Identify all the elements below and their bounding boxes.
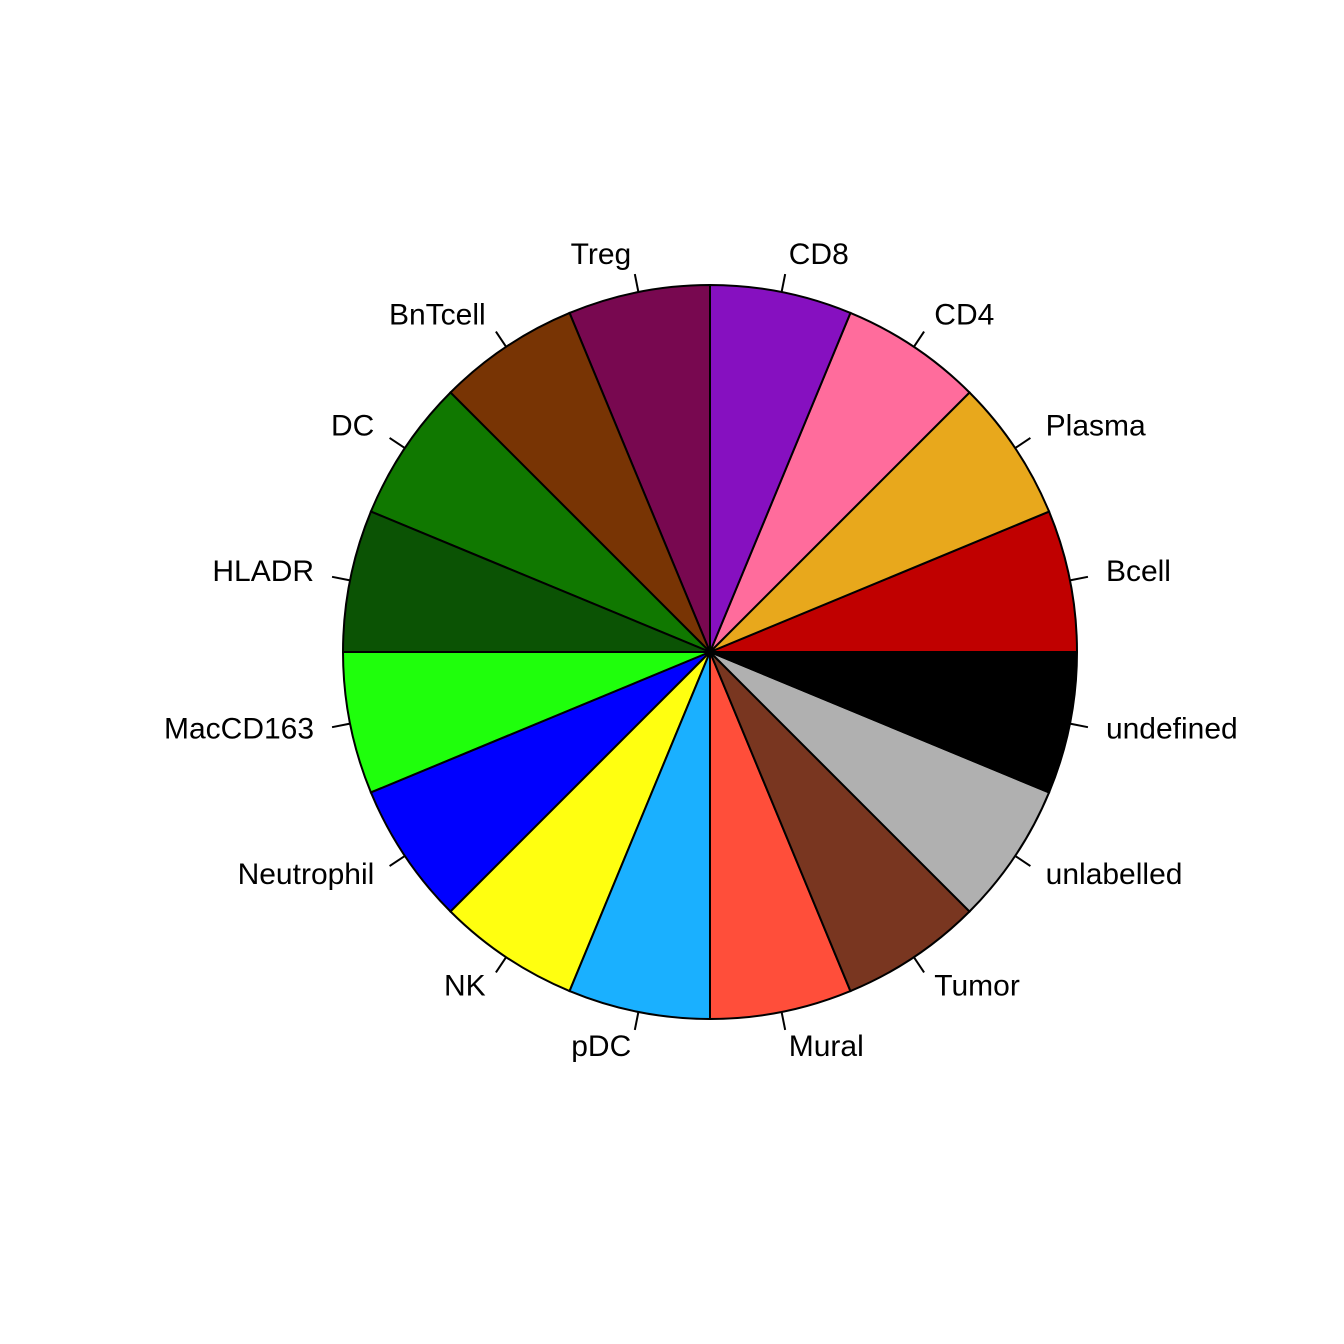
pie-label-bcell: Bcell	[1106, 555, 1171, 588]
pie-slice-plasma	[709, 391, 1051, 653]
pie-label-plasma: Plasma	[1046, 410, 1146, 443]
pie-tick-bcell	[1069, 575, 1089, 582]
pie-tick-bntcell	[495, 331, 507, 348]
pie-label-pdc: pDC	[571, 1030, 631, 1063]
pie-tick-plasma	[1014, 437, 1031, 449]
pie-label-mural: Mural	[789, 1030, 864, 1063]
pie-label-ticks	[331, 273, 1089, 1031]
pie-label-nk: NK	[444, 970, 486, 1003]
pie-slice-bcell	[709, 510, 1079, 653]
pie-tick-cd8	[780, 273, 787, 293]
pie-label-cd4: CD4	[934, 298, 994, 331]
pie-label-undefined: undefined	[1106, 713, 1238, 746]
pie-slice-undefined	[709, 651, 1079, 794]
pie-tick-cd4	[913, 331, 925, 348]
pie-tick-neutrophil	[389, 855, 406, 867]
pie-label-unlabelled: unlabelled	[1046, 858, 1183, 891]
pie-tick-dc	[389, 437, 406, 449]
pie-label-maccd163: MacCD163	[164, 713, 314, 746]
pie-label-neutrophil: Neutrophil	[238, 858, 375, 891]
pie-label-dc: DC	[331, 410, 374, 443]
pie-slice-cd4	[709, 311, 971, 653]
pie-tick-pdc	[633, 1011, 640, 1031]
pie-slices	[341, 283, 1079, 1021]
pie-tick-hladr	[331, 575, 351, 582]
pie-tick-treg	[633, 273, 640, 293]
pie-tick-maccd163	[331, 722, 351, 729]
pie-slice-bntcell	[449, 311, 711, 653]
pie-tick-mural	[780, 1011, 787, 1031]
pie-label-treg: Treg	[571, 238, 632, 271]
pie-slice-neutrophil	[369, 651, 711, 913]
pie-tick-nk	[495, 956, 507, 973]
pie-slice-dc	[369, 391, 711, 653]
pie-tick-tumor	[913, 956, 925, 973]
pie-tick-unlabelled	[1014, 855, 1031, 867]
pie-tick-undefined	[1069, 722, 1089, 729]
pie-label-hladr: HLADR	[212, 555, 314, 588]
pie-labels: Bcell Plasma CD4 CD8 Treg BnTcell DC HLADR MacCD…	[164, 238, 1238, 1063]
pie-label-tumor: Tumor	[934, 970, 1020, 1003]
pie-slice-unlabelled	[709, 651, 1051, 913]
pie-label-cd8: CD8	[789, 238, 849, 271]
pie-label-bntcell: BnTcell	[389, 298, 486, 331]
